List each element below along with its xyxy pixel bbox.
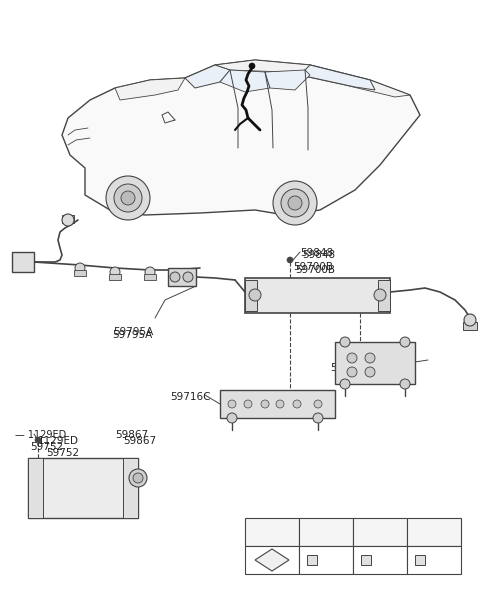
Circle shape [170,272,180,282]
Circle shape [281,189,309,217]
Bar [353,518,407,546]
Text: 59752: 59752 [46,448,79,458]
Polygon shape [220,70,270,92]
Polygon shape [185,65,230,88]
Circle shape [110,267,120,277]
Text: 1130FA: 1130FA [363,530,396,538]
Text: 59715C: 59715C [330,363,371,373]
Circle shape [340,337,350,347]
Bar [463,322,477,330]
Text: 1129EE: 1129EE [309,530,343,538]
Text: 59700B: 59700B [293,262,333,272]
Circle shape [347,353,357,363]
Text: 59848: 59848 [302,250,335,260]
Text: 59795A: 59795A [113,327,153,337]
Text: 59716C: 59716C [170,392,211,402]
Circle shape [145,267,155,277]
Polygon shape [255,549,289,571]
Circle shape [464,314,476,326]
Polygon shape [300,65,375,90]
Bar [407,518,461,546]
Circle shape [347,367,357,377]
Bar [144,274,156,280]
Circle shape [62,214,74,226]
Circle shape [228,400,236,408]
Circle shape [227,413,237,423]
Bar [74,270,86,276]
Bar [28,458,138,518]
Circle shape [365,353,375,363]
Circle shape [183,272,193,282]
Bar [335,342,415,384]
Circle shape [288,196,302,210]
Circle shape [121,191,135,205]
Circle shape [293,400,301,408]
Bar [361,555,371,565]
Circle shape [114,184,142,212]
Circle shape [261,400,269,408]
Circle shape [340,379,350,389]
Polygon shape [62,60,420,215]
Text: 59795A: 59795A [112,330,152,340]
Bar [245,546,299,574]
Circle shape [276,400,284,408]
Circle shape [314,400,322,408]
Text: 59716C: 59716C [218,393,259,403]
Circle shape [35,437,41,443]
Circle shape [365,367,375,377]
Circle shape [75,263,85,273]
Circle shape [400,337,410,347]
Circle shape [313,413,323,423]
Bar [220,390,335,418]
Bar [245,278,390,313]
Circle shape [374,289,386,301]
Circle shape [106,176,150,220]
Text: 59848: 59848 [300,248,333,258]
Text: 59715C: 59715C [360,365,400,375]
Bar [62,215,74,223]
Bar [299,518,353,546]
Text: 84184B: 84184B [255,530,289,538]
Bar [407,546,461,574]
Circle shape [133,473,143,483]
Bar [299,546,353,574]
Circle shape [244,400,252,408]
Bar [168,268,196,286]
Circle shape [249,63,255,69]
Text: — 1129ED: — 1129ED [15,430,66,440]
Text: 59867: 59867 [115,430,148,440]
Polygon shape [115,78,185,100]
Bar [378,280,390,311]
Circle shape [129,469,147,487]
Bar [123,458,138,518]
Polygon shape [265,70,310,90]
Text: 59867: 59867 [123,436,156,446]
Circle shape [273,181,317,225]
Bar [12,252,34,272]
Bar [353,546,407,574]
Text: 59752: 59752 [30,442,63,452]
Circle shape [400,379,410,389]
Bar [245,518,299,546]
Text: 59700B: 59700B [295,265,335,275]
Bar [307,555,317,565]
Circle shape [249,289,261,301]
Text: 1123GV: 1123GV [416,530,452,538]
Polygon shape [215,60,410,97]
Circle shape [287,257,293,263]
Bar [109,274,121,280]
Bar [415,555,425,565]
Text: 1129ED: 1129ED [38,436,79,446]
Bar [245,280,257,311]
Bar [28,458,43,518]
